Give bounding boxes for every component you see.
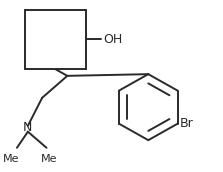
Text: OH: OH [103, 33, 123, 46]
Text: Me: Me [40, 154, 57, 164]
Text: Br: Br [180, 117, 194, 130]
Text: N: N [23, 121, 33, 134]
Text: Me: Me [3, 154, 20, 164]
